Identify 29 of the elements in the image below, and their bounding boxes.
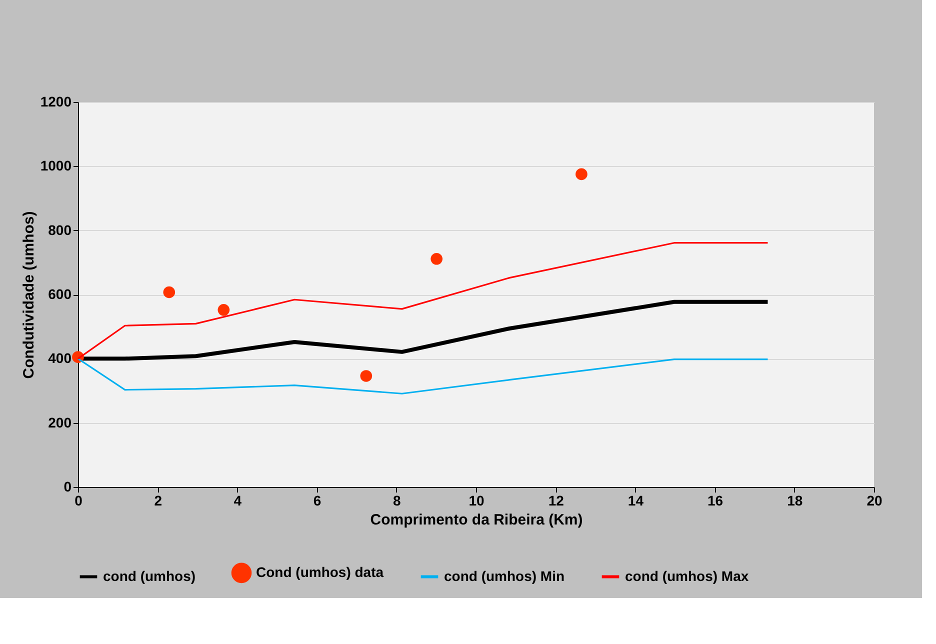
x-tick-label: 8 [393, 492, 401, 508]
x-tick-label: 20 [866, 492, 882, 508]
x-axis-title: Comprimento da Ribeira (Km) [370, 512, 583, 528]
point [360, 370, 372, 382]
legend-label: cond (umhos) Max [625, 568, 749, 584]
y-tick-label: 200 [48, 414, 72, 430]
point [163, 286, 176, 298]
x-tick-label: 10 [468, 492, 484, 508]
y-tick-label: 1200 [40, 94, 72, 110]
point [218, 304, 230, 316]
point [576, 168, 588, 180]
x-tick-label: 4 [234, 492, 242, 508]
y-tick-label: 1000 [40, 158, 72, 174]
x-tick-label: 6 [313, 492, 322, 508]
y-tick-label: 600 [48, 286, 72, 302]
x-tick-label: 12 [548, 492, 564, 508]
y-tick-label: 0 [64, 478, 72, 494]
x-tick-label: 2 [154, 492, 162, 508]
y-axis-title: Condutividade (umhos) [20, 211, 38, 379]
legend-label: cond (umhos) [103, 568, 196, 584]
x-tick-label: 0 [74, 492, 83, 508]
legend-label: Cond (umhos) data [256, 564, 384, 580]
x-tick-label: 14 [628, 492, 644, 508]
x-tick-label: 18 [787, 492, 803, 508]
x-tick-label: 16 [708, 492, 724, 508]
y-tick-label: 400 [48, 350, 72, 366]
legend-label: cond (umhos) Min [444, 568, 565, 584]
point [430, 252, 443, 265]
y-tick-label: 800 [48, 222, 72, 238]
